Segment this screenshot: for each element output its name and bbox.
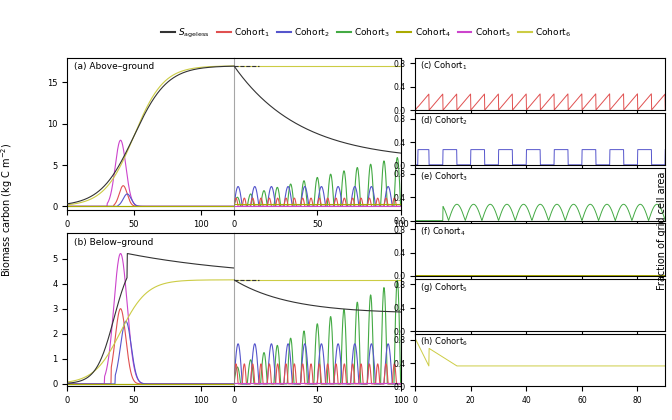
Text: (d) Cohort$_2$: (d) Cohort$_2$ [420,115,468,127]
Text: (g) Cohort$_5$: (g) Cohort$_5$ [420,281,468,294]
Legend: $S_\mathrm{ageless}$, Cohort$_1$, Cohort$_2$, Cohort$_3$, Cohort$_4$, Cohort$_5$: $S_\mathrm{ageless}$, Cohort$_1$, Cohort… [158,23,575,43]
Text: (a) Above–ground: (a) Above–ground [74,62,154,71]
Text: Biomass carbon (kg C m$^{-2}$): Biomass carbon (kg C m$^{-2}$) [0,143,15,277]
Text: (h) Cohort$_6$: (h) Cohort$_6$ [420,336,468,348]
Text: (c) Cohort$_1$: (c) Cohort$_1$ [420,60,467,72]
Text: Fraction of grid cell area: Fraction of grid cell area [657,172,667,290]
Text: (e) Cohort$_3$: (e) Cohort$_3$ [420,170,468,183]
Text: (b) Below–ground: (b) Below–ground [74,238,153,247]
Text: (f) Cohort$_4$: (f) Cohort$_4$ [420,226,466,238]
